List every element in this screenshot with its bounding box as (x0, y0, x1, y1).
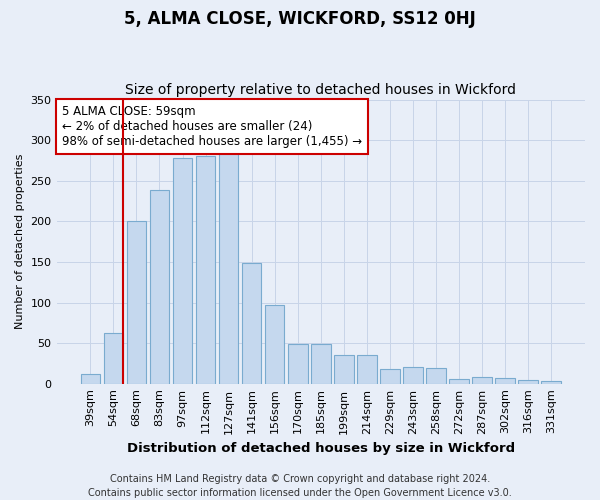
Bar (127, 222, 146, 384)
Bar (426, 368, 446, 384)
Bar (496, 378, 515, 384)
Bar (472, 377, 492, 384)
Y-axis label: Number of detached properties: Number of detached properties (15, 154, 25, 330)
Bar (334, 356, 353, 384)
Bar (242, 262, 262, 384)
Bar (288, 344, 308, 384)
Bar (541, 381, 561, 384)
Bar (518, 380, 538, 384)
Bar (403, 368, 423, 384)
Bar (265, 305, 284, 384)
Bar (173, 158, 193, 384)
Bar (104, 332, 123, 384)
Text: Contains HM Land Registry data © Crown copyright and database right 2024.
Contai: Contains HM Land Registry data © Crown c… (88, 474, 512, 498)
Title: Size of property relative to detached houses in Wickford: Size of property relative to detached ho… (125, 83, 516, 97)
Bar (149, 190, 169, 384)
X-axis label: Distribution of detached houses by size in Wickford: Distribution of detached houses by size … (127, 442, 515, 455)
Bar (380, 369, 400, 384)
Bar (311, 344, 331, 384)
Bar (357, 356, 377, 384)
Text: 5, ALMA CLOSE, WICKFORD, SS12 0HJ: 5, ALMA CLOSE, WICKFORD, SS12 0HJ (124, 10, 476, 28)
Bar (449, 379, 469, 384)
Bar (80, 374, 100, 384)
Bar (196, 156, 215, 384)
Bar (219, 146, 238, 384)
Text: 5 ALMA CLOSE: 59sqm
← 2% of detached houses are smaller (24)
98% of semi-detache: 5 ALMA CLOSE: 59sqm ← 2% of detached hou… (62, 105, 362, 148)
